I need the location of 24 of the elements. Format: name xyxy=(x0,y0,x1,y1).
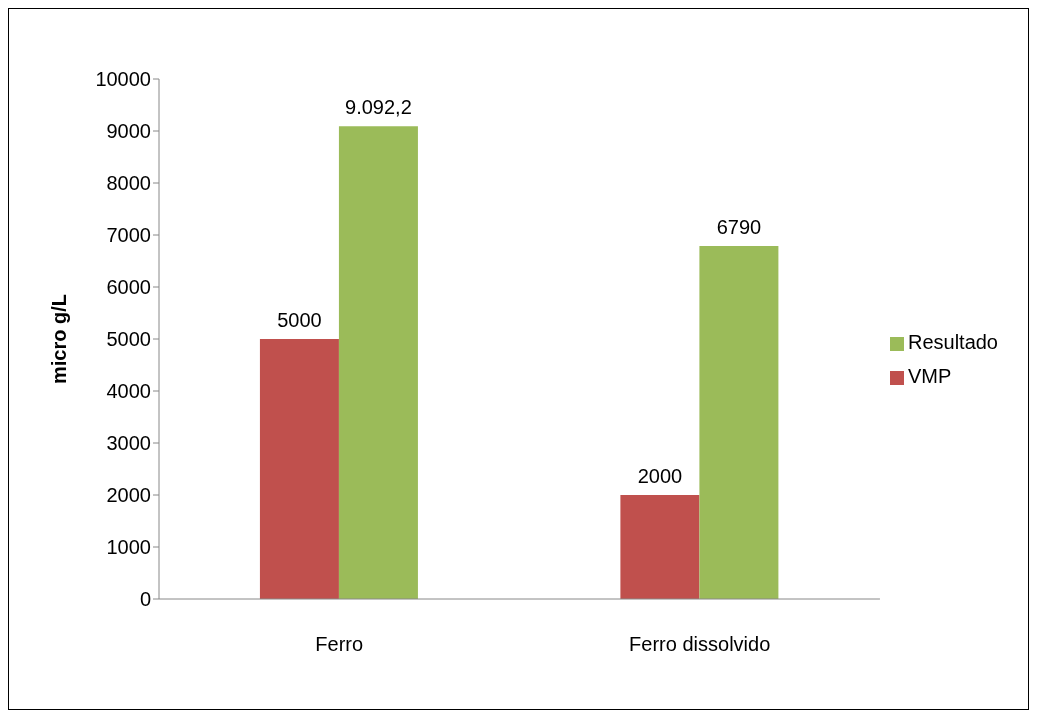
y-tick-label: 8000 xyxy=(106,172,151,195)
y-tick-label: 6000 xyxy=(106,276,151,299)
y-tick-label: 10000 xyxy=(95,68,151,91)
y-tick-label: 2000 xyxy=(106,484,151,507)
legend-label: Resultado xyxy=(907,331,998,353)
bar xyxy=(259,339,339,599)
y-tick-label: 0 xyxy=(139,588,151,611)
data-label: 2000 xyxy=(637,465,683,487)
y-tick-label: 3000 xyxy=(106,432,151,455)
y-tick-label: 7000 xyxy=(106,224,151,247)
x-tick-label: Ferro dissolvido xyxy=(629,633,771,656)
y-tick-label: 9000 xyxy=(106,120,151,143)
data-label: 9.092,2 xyxy=(345,96,412,119)
y-tick-label: 5000 xyxy=(106,328,151,351)
legend-label: VMP xyxy=(907,365,952,387)
y-tick-label: 1000 xyxy=(106,536,151,559)
x-tick-label: Ferro xyxy=(315,633,364,656)
bar xyxy=(620,495,700,599)
y-axis-title: micro g/L xyxy=(48,293,71,385)
data-label: 6790 xyxy=(716,215,762,238)
bar xyxy=(699,245,779,599)
data-label: 5000 xyxy=(277,309,322,331)
y-tick-label: 4000 xyxy=(106,380,151,403)
bar xyxy=(338,126,418,599)
